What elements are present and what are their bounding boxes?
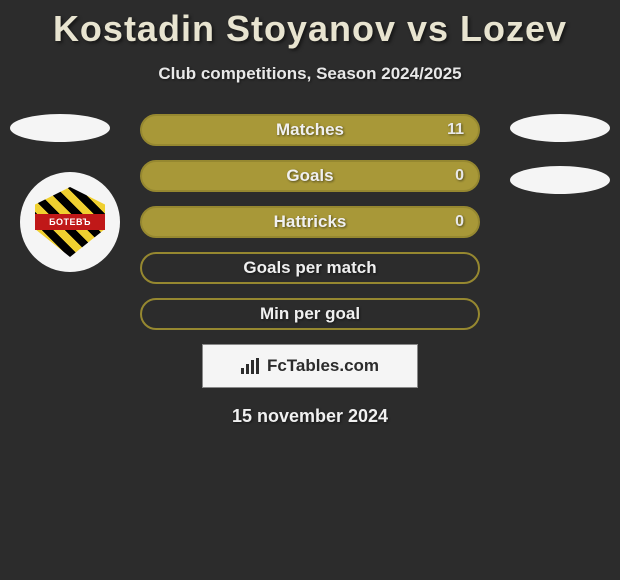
stat-rows: Matches 11 Goals 0 Hattricks 0 Goals per…	[140, 114, 480, 330]
page-subtitle: Club competitions, Season 2024/2025	[0, 64, 620, 84]
stat-row-matches: Matches 11	[140, 114, 480, 146]
team-logo-shield: БОТЕВЪ	[35, 187, 105, 257]
placeholder-oval-left	[10, 114, 110, 142]
brand-text: FcTables.com	[267, 356, 379, 376]
stat-row-hattricks: Hattricks 0	[140, 206, 480, 238]
stat-label: Matches	[276, 120, 344, 140]
stat-value: 11	[447, 121, 464, 139]
logo-band-text: БОТЕВЪ	[35, 214, 105, 231]
bar-chart-icon	[241, 358, 261, 374]
placeholder-oval-right-2	[510, 166, 610, 194]
stat-row-min-per-goal: Min per goal	[140, 298, 480, 330]
stat-label: Goals	[286, 166, 333, 186]
stat-value: 0	[455, 167, 464, 185]
stat-label: Min per goal	[260, 304, 360, 324]
stat-value: 0	[455, 213, 464, 231]
page-title: Kostadin Stoyanov vs Lozev	[0, 0, 620, 50]
stat-row-goals-per-match: Goals per match	[140, 252, 480, 284]
stat-label: Hattricks	[274, 212, 347, 232]
brand-box[interactable]: FcTables.com	[202, 344, 418, 388]
stat-row-goals: Goals 0	[140, 160, 480, 192]
placeholder-oval-right-1	[510, 114, 610, 142]
content-area: БОТЕВЪ Matches 11 Goals 0 Hattricks 0 Go…	[0, 114, 620, 427]
team-logo: БОТЕВЪ	[20, 172, 120, 272]
stat-label: Goals per match	[243, 258, 376, 278]
date-text: 15 november 2024	[0, 406, 620, 427]
